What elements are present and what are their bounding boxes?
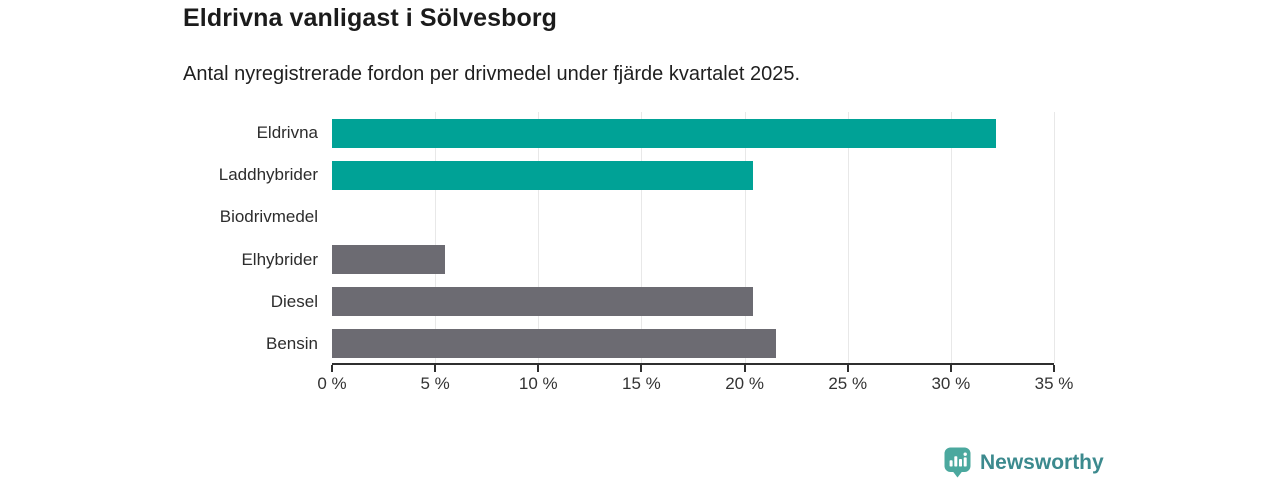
axis-tick-label: 35 % xyxy=(1034,374,1074,393)
category-label-eldrivna: Eldrivna xyxy=(256,123,318,143)
gridline xyxy=(538,112,540,363)
gridline xyxy=(744,112,746,363)
bar-row xyxy=(332,281,1054,323)
plot-area: 0 % 5 % 10 % 15 % 20 % 25 % 30 % 35 % xyxy=(317,112,1073,393)
bar-row xyxy=(332,196,1054,238)
category-labels: Eldrivna Laddhybrider Biodrivmedel Elhybrid… xyxy=(150,112,318,365)
newsworthy-brand: Newsworthy xyxy=(944,447,1104,478)
axis-tick xyxy=(846,365,849,372)
axis-tick-label: 5 % xyxy=(420,374,450,393)
bar-elhybrider xyxy=(332,245,446,275)
axis-tick-label: 15 % xyxy=(622,374,661,393)
category-label-bensin: Bensin xyxy=(266,333,318,353)
axis-tick-label: 30 % xyxy=(931,374,971,393)
category-label-elhybrider: Elhybrider xyxy=(241,249,318,269)
newsworthy-wordmark: Newsworthy xyxy=(980,450,1104,474)
category-label-biodrivmedel: Biodrivmedel xyxy=(219,207,318,227)
bar-row xyxy=(332,112,1054,154)
gridline xyxy=(1054,112,1055,363)
axis-tick xyxy=(331,365,333,372)
bar-chart: Eldrivna Laddhybrider Biodrivmedel Elhybrid… xyxy=(150,112,1073,402)
category-label-diesel: Diesel xyxy=(270,291,318,311)
bar-laddhybrider xyxy=(332,160,753,190)
bars xyxy=(332,112,1054,365)
category-label-laddhybrider: Laddhybrider xyxy=(218,165,318,185)
axis-tick-label: 0 % xyxy=(317,374,347,393)
gridline xyxy=(435,112,437,363)
gridline xyxy=(641,112,643,363)
axis-tick-label: 20 % xyxy=(725,374,764,393)
gridline xyxy=(847,112,849,363)
bar-chart-pin-icon xyxy=(944,447,971,478)
axis-tick xyxy=(537,365,540,372)
bar-row xyxy=(332,154,1054,196)
gridline xyxy=(950,112,952,363)
bar-diesel xyxy=(332,287,753,317)
bar-row xyxy=(332,323,1054,365)
axis-tick xyxy=(1053,365,1055,372)
axis-tick xyxy=(434,365,437,372)
chart-title: Eldrivna vanligast i Sölvesborg xyxy=(183,4,558,32)
axis-tick-label: 10 % xyxy=(518,374,558,393)
chart-subtitle: Antal nyregistrerade fordon per drivmede… xyxy=(183,63,801,85)
axis-tick xyxy=(743,365,746,372)
axis-tick xyxy=(949,365,952,372)
bar-eldrivna xyxy=(332,118,997,148)
axis-tick-label: 25 % xyxy=(828,374,868,393)
bar-row xyxy=(332,239,1054,281)
bar-bensin xyxy=(332,329,776,359)
axis-tick xyxy=(640,365,643,372)
